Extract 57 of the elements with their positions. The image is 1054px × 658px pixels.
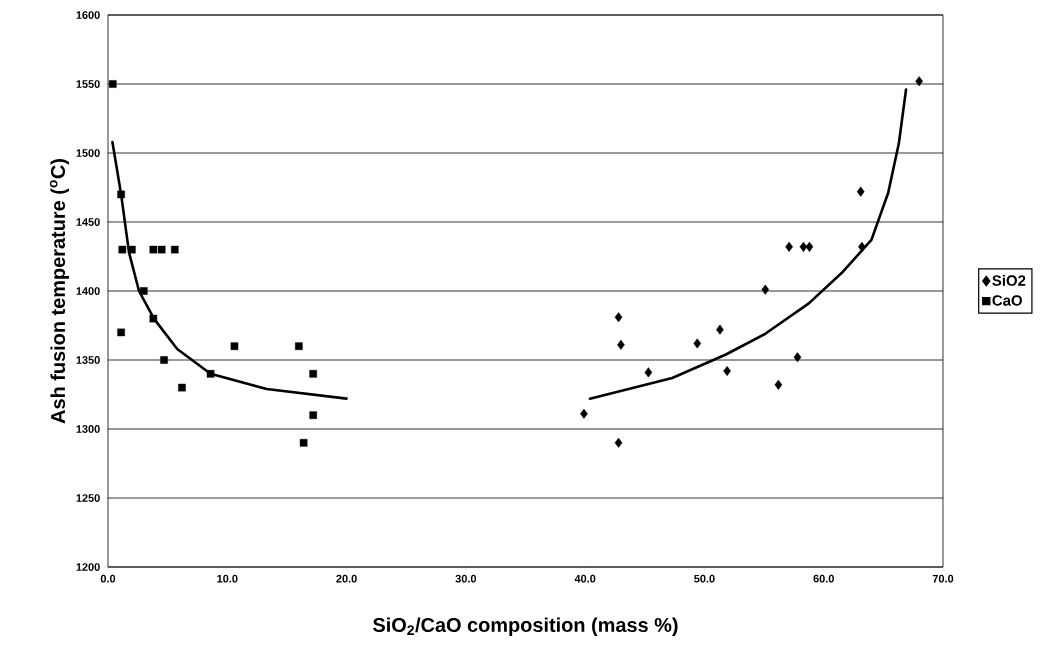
point [858, 241, 866, 252]
point [716, 324, 724, 335]
x-tick-label: 10.0 [217, 574, 238, 583]
point [309, 411, 317, 419]
x-tick-label: 50.0 [694, 574, 715, 583]
y-tick-label: 1250 [76, 494, 100, 502]
point [915, 76, 923, 87]
x-tick-label: 70.0 [932, 574, 954, 583]
point [206, 370, 215, 378]
point [230, 342, 239, 350]
point [580, 408, 588, 419]
legend-label: CaO [992, 295, 1022, 306]
point [295, 342, 303, 350]
point [644, 367, 653, 378]
point [617, 339, 625, 350]
point [178, 383, 186, 392]
point [793, 352, 802, 363]
point [693, 338, 702, 349]
point [118, 245, 127, 254]
point [805, 241, 814, 252]
point [171, 245, 179, 254]
y-tick-label: 1200 [76, 563, 100, 571]
x-tick-label: 60.0 [813, 574, 834, 583]
point [139, 287, 148, 295]
y-tick-label: 1550 [76, 80, 100, 88]
point [723, 366, 731, 377]
point [785, 241, 793, 252]
point [856, 186, 865, 197]
point [128, 245, 136, 254]
y-tick-label: 1500 [76, 149, 100, 157]
point [774, 379, 783, 390]
y-tick-label: 1600 [76, 11, 100, 19]
x-tick-label: 40.0 [574, 574, 596, 583]
line-series [588, 88, 908, 400]
point [149, 314, 158, 323]
point [761, 284, 770, 295]
y-tick-label: 1450 [76, 218, 100, 226]
point [157, 245, 166, 254]
point [160, 356, 168, 364]
point [309, 370, 317, 378]
point [614, 312, 623, 323]
x-tick-label: 20.0 [336, 574, 357, 583]
point [117, 328, 125, 337]
x-tick-label: 0.0 [100, 574, 116, 583]
point [108, 80, 117, 88]
point [614, 437, 623, 448]
y-tick-label: 1400 [76, 287, 100, 295]
point [149, 245, 158, 254]
y-axis-title: Ash fusion temperature ($^{o}$C) [49, 159, 70, 424]
legend-label: SiO2 [992, 274, 1026, 286]
x-axis-title: SiO$_{2}$/CaO composition (mass %) [373, 617, 678, 636]
x-tick-label: 30.0 [455, 574, 477, 583]
line-series [111, 140, 348, 400]
point [117, 190, 125, 199]
y-tick-label: 1350 [76, 356, 100, 364]
point [299, 439, 308, 447]
y-tick-label: 1300 [76, 425, 100, 433]
